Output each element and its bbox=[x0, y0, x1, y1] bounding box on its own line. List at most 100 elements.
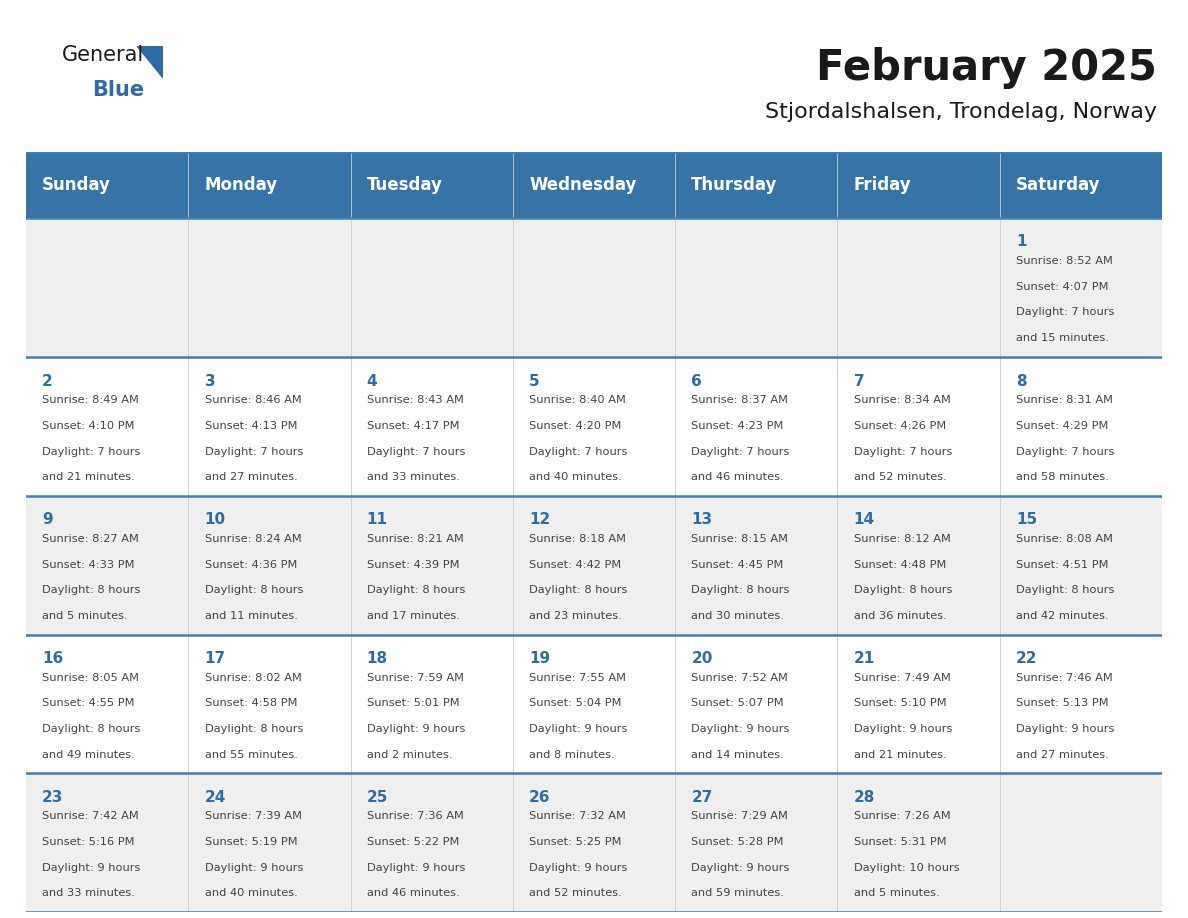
Text: and 11 minutes.: and 11 minutes. bbox=[204, 610, 297, 621]
Text: Sunset: 5:16 PM: Sunset: 5:16 PM bbox=[43, 837, 134, 847]
Text: Daylight: 7 hours: Daylight: 7 hours bbox=[854, 446, 952, 456]
Text: Sunrise: 7:46 AM: Sunrise: 7:46 AM bbox=[1016, 673, 1113, 683]
Text: 23: 23 bbox=[43, 789, 64, 805]
Text: Sunset: 5:28 PM: Sunset: 5:28 PM bbox=[691, 837, 784, 847]
Text: Sunset: 4:51 PM: Sunset: 4:51 PM bbox=[1016, 560, 1108, 569]
Text: Sunrise: 7:32 AM: Sunrise: 7:32 AM bbox=[529, 812, 626, 822]
Text: and 40 minutes.: and 40 minutes. bbox=[204, 889, 297, 899]
Text: Sunrise: 7:55 AM: Sunrise: 7:55 AM bbox=[529, 673, 626, 683]
Text: Saturday: Saturday bbox=[1016, 176, 1100, 194]
Text: 9: 9 bbox=[43, 512, 52, 527]
Text: 25: 25 bbox=[367, 789, 388, 805]
Text: 4: 4 bbox=[367, 374, 378, 388]
Text: Daylight: 9 hours: Daylight: 9 hours bbox=[529, 863, 627, 873]
Text: February 2025: February 2025 bbox=[816, 47, 1157, 89]
Bar bbox=[26, 218, 1162, 357]
Text: Daylight: 9 hours: Daylight: 9 hours bbox=[367, 724, 466, 733]
Text: Sunrise: 8:37 AM: Sunrise: 8:37 AM bbox=[691, 396, 789, 405]
Text: Tuesday: Tuesday bbox=[367, 176, 443, 194]
Text: Stjordalshalsen, Trondelag, Norway: Stjordalshalsen, Trondelag, Norway bbox=[765, 102, 1157, 122]
Text: and 17 minutes.: and 17 minutes. bbox=[367, 610, 460, 621]
Text: Sunrise: 7:39 AM: Sunrise: 7:39 AM bbox=[204, 812, 302, 822]
Text: Sunrise: 7:59 AM: Sunrise: 7:59 AM bbox=[367, 673, 463, 683]
Text: 26: 26 bbox=[529, 789, 550, 805]
Text: 17: 17 bbox=[204, 651, 226, 666]
Text: and 52 minutes.: and 52 minutes. bbox=[854, 472, 947, 482]
Text: 6: 6 bbox=[691, 374, 702, 388]
Text: Sunset: 4:13 PM: Sunset: 4:13 PM bbox=[204, 420, 297, 431]
Text: Sunrise: 8:24 AM: Sunrise: 8:24 AM bbox=[204, 534, 302, 543]
Text: 5: 5 bbox=[529, 374, 539, 388]
Text: and 21 minutes.: and 21 minutes. bbox=[854, 750, 947, 759]
Text: Sunset: 4:26 PM: Sunset: 4:26 PM bbox=[854, 420, 946, 431]
Text: Daylight: 7 hours: Daylight: 7 hours bbox=[43, 446, 140, 456]
Text: and 23 minutes.: and 23 minutes. bbox=[529, 610, 621, 621]
Text: 20: 20 bbox=[691, 651, 713, 666]
Text: 7: 7 bbox=[854, 374, 865, 388]
Text: Sunset: 4:55 PM: Sunset: 4:55 PM bbox=[43, 699, 134, 709]
Text: Daylight: 9 hours: Daylight: 9 hours bbox=[43, 863, 140, 873]
Text: and 58 minutes.: and 58 minutes. bbox=[1016, 472, 1108, 482]
Text: Sunset: 5:22 PM: Sunset: 5:22 PM bbox=[367, 837, 460, 847]
Text: Daylight: 9 hours: Daylight: 9 hours bbox=[529, 724, 627, 733]
Text: Sunset: 5:13 PM: Sunset: 5:13 PM bbox=[1016, 699, 1108, 709]
Text: and 27 minutes.: and 27 minutes. bbox=[204, 472, 297, 482]
Text: Sunset: 4:48 PM: Sunset: 4:48 PM bbox=[854, 560, 946, 569]
Text: Sunset: 4:45 PM: Sunset: 4:45 PM bbox=[691, 560, 784, 569]
Text: 8: 8 bbox=[1016, 374, 1026, 388]
Text: Daylight: 9 hours: Daylight: 9 hours bbox=[204, 863, 303, 873]
Text: Daylight: 7 hours: Daylight: 7 hours bbox=[1016, 308, 1114, 318]
Text: Sunrise: 8:31 AM: Sunrise: 8:31 AM bbox=[1016, 396, 1113, 405]
Text: and 14 minutes.: and 14 minutes. bbox=[691, 750, 784, 759]
Text: Friday: Friday bbox=[854, 176, 911, 194]
Text: 11: 11 bbox=[367, 512, 387, 527]
Text: Sunrise: 7:26 AM: Sunrise: 7:26 AM bbox=[854, 812, 950, 822]
Text: Daylight: 9 hours: Daylight: 9 hours bbox=[367, 863, 466, 873]
Text: 21: 21 bbox=[854, 651, 874, 666]
Text: 15: 15 bbox=[1016, 512, 1037, 527]
Text: Daylight: 8 hours: Daylight: 8 hours bbox=[367, 585, 466, 595]
Text: Sunset: 5:25 PM: Sunset: 5:25 PM bbox=[529, 837, 621, 847]
Text: Sunrise: 8:46 AM: Sunrise: 8:46 AM bbox=[204, 396, 302, 405]
Text: Sunrise: 8:08 AM: Sunrise: 8:08 AM bbox=[1016, 534, 1113, 543]
Text: Sunrise: 7:52 AM: Sunrise: 7:52 AM bbox=[691, 673, 789, 683]
Text: Sunrise: 8:18 AM: Sunrise: 8:18 AM bbox=[529, 534, 626, 543]
Text: 10: 10 bbox=[204, 512, 226, 527]
Text: and 21 minutes.: and 21 minutes. bbox=[43, 472, 135, 482]
Text: Sunrise: 8:40 AM: Sunrise: 8:40 AM bbox=[529, 396, 626, 405]
Text: Daylight: 8 hours: Daylight: 8 hours bbox=[1016, 585, 1114, 595]
Text: Sunrise: 8:27 AM: Sunrise: 8:27 AM bbox=[43, 534, 139, 543]
Text: and 52 minutes.: and 52 minutes. bbox=[529, 889, 621, 899]
Text: Wednesday: Wednesday bbox=[529, 176, 637, 194]
Text: Sunset: 4:20 PM: Sunset: 4:20 PM bbox=[529, 420, 621, 431]
Text: and 27 minutes.: and 27 minutes. bbox=[1016, 750, 1108, 759]
Text: Daylight: 10 hours: Daylight: 10 hours bbox=[854, 863, 959, 873]
Text: and 59 minutes.: and 59 minutes. bbox=[691, 889, 784, 899]
Text: and 5 minutes.: and 5 minutes. bbox=[43, 610, 128, 621]
Text: Sunrise: 8:12 AM: Sunrise: 8:12 AM bbox=[854, 534, 950, 543]
Text: Sunset: 5:19 PM: Sunset: 5:19 PM bbox=[204, 837, 297, 847]
Text: and 15 minutes.: and 15 minutes. bbox=[1016, 333, 1108, 343]
Text: and 36 minutes.: and 36 minutes. bbox=[854, 610, 947, 621]
Text: Daylight: 8 hours: Daylight: 8 hours bbox=[854, 585, 952, 595]
Bar bbox=[26, 773, 1162, 912]
Text: Sunset: 5:01 PM: Sunset: 5:01 PM bbox=[367, 699, 460, 709]
Text: Sunrise: 7:42 AM: Sunrise: 7:42 AM bbox=[43, 812, 139, 822]
Text: Daylight: 8 hours: Daylight: 8 hours bbox=[204, 585, 303, 595]
Text: Sunrise: 8:34 AM: Sunrise: 8:34 AM bbox=[854, 396, 950, 405]
Text: Daylight: 8 hours: Daylight: 8 hours bbox=[204, 724, 303, 733]
Text: Sunrise: 7:49 AM: Sunrise: 7:49 AM bbox=[854, 673, 950, 683]
Text: and 40 minutes.: and 40 minutes. bbox=[529, 472, 621, 482]
Text: Daylight: 7 hours: Daylight: 7 hours bbox=[367, 446, 466, 456]
Text: Sunset: 5:10 PM: Sunset: 5:10 PM bbox=[854, 699, 947, 709]
Text: 24: 24 bbox=[204, 789, 226, 805]
Text: and 46 minutes.: and 46 minutes. bbox=[691, 472, 784, 482]
Text: 14: 14 bbox=[854, 512, 874, 527]
Text: and 8 minutes.: and 8 minutes. bbox=[529, 750, 614, 759]
Text: Daylight: 7 hours: Daylight: 7 hours bbox=[691, 446, 790, 456]
Text: Sunrise: 8:05 AM: Sunrise: 8:05 AM bbox=[43, 673, 139, 683]
Text: Sunset: 5:04 PM: Sunset: 5:04 PM bbox=[529, 699, 621, 709]
Text: Daylight: 8 hours: Daylight: 8 hours bbox=[43, 724, 140, 733]
Text: and 49 minutes.: and 49 minutes. bbox=[43, 750, 135, 759]
Text: General: General bbox=[62, 45, 144, 65]
